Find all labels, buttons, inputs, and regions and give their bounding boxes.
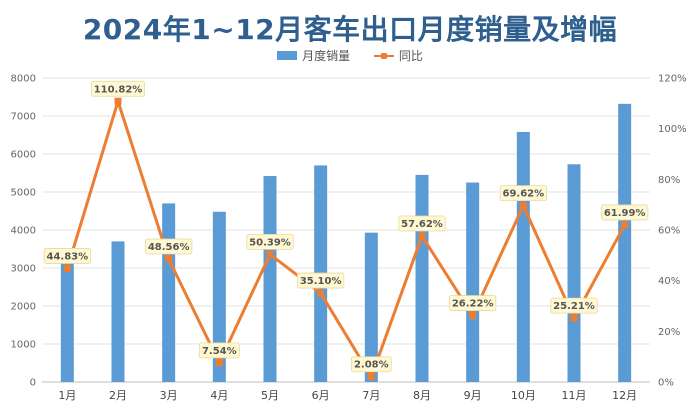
legend-line-swatch	[373, 51, 394, 60]
x-tick-label: 12月	[612, 389, 637, 402]
y-right-tick-label: 100%	[658, 124, 687, 135]
data-label: 48.56%	[148, 242, 190, 253]
bar-11月	[567, 164, 581, 382]
data-label: 50.39%	[249, 237, 291, 248]
x-tick-label: 11月	[562, 389, 587, 402]
data-label: 2.08%	[354, 360, 389, 371]
y-right-tick-label: 120%	[658, 74, 687, 85]
legend-item-line: 同比	[373, 47, 423, 64]
data-label: 69.62%	[503, 189, 545, 200]
x-tick-label: 6月	[312, 389, 330, 402]
yoy-marker	[63, 264, 71, 272]
bar-1月	[60, 262, 74, 382]
data-label: 57.62%	[401, 219, 443, 230]
data-label: 110.82%	[94, 84, 143, 95]
bar-10月	[516, 131, 530, 382]
data-label: 25.21%	[553, 301, 595, 312]
bar-3月	[162, 203, 176, 382]
x-tick-label: 1月	[58, 389, 76, 402]
data-label-box	[350, 356, 392, 373]
bar-8月	[415, 174, 429, 382]
x-tick-label: 7月	[362, 389, 380, 402]
data-label-box	[398, 215, 446, 232]
chart-title: 2024年1~12月客车出口月度销量及增幅	[82, 13, 618, 46]
yoy-marker	[367, 373, 375, 381]
y-left-tick-label: 7000	[11, 112, 36, 123]
y-left-tick-label: 8000	[11, 74, 36, 85]
data-label-box	[43, 248, 91, 264]
yoy-marker	[621, 221, 629, 229]
yoy-marker	[469, 312, 477, 320]
data-label-box	[601, 204, 649, 221]
y-left-tick-label: 4000	[11, 226, 36, 237]
bar-2月	[111, 241, 125, 382]
y-right-tick-label: 0%	[658, 378, 674, 389]
y-right-tick-label: 40%	[658, 276, 680, 287]
bar-9月	[466, 182, 480, 382]
data-label: 7.54%	[202, 346, 237, 357]
y-left-tick-label: 3000	[11, 264, 36, 275]
y-right-tick-label: 80%	[658, 175, 680, 186]
data-label-box	[145, 238, 193, 255]
data-label-box	[499, 185, 547, 202]
legend-line-label: 同比	[398, 49, 423, 63]
x-tick-label: 10月	[511, 389, 536, 402]
data-label-box	[297, 272, 345, 289]
yoy-marker	[418, 232, 426, 240]
data-label: 26.22%	[452, 299, 494, 310]
legend-bar-label: 月度销量	[302, 49, 351, 63]
y-left-tick-label: 2000	[11, 302, 36, 313]
data-label-box	[550, 297, 598, 314]
y-right-tick-label: 60%	[658, 226, 680, 237]
yoy-line	[65, 99, 626, 379]
bar-12月	[618, 103, 632, 382]
yoy-marker	[317, 289, 325, 297]
x-tick-label: 5月	[261, 389, 279, 402]
x-tick-label: 9月	[464, 389, 482, 402]
legend-bar-swatch	[277, 51, 298, 60]
y-right-tick-label: 20%	[658, 327, 680, 338]
data-label: 35.10%	[300, 276, 342, 287]
bar-7月	[364, 232, 378, 382]
bar-4月	[212, 211, 226, 382]
y-left-tick-label: 5000	[11, 188, 36, 199]
legend-item-bar: 月度销量	[277, 47, 350, 64]
chart-legend: 月度销量 同比	[0, 47, 700, 64]
data-label-box	[198, 342, 240, 359]
yoy-marker	[570, 314, 578, 322]
data-label: 61.99%	[604, 208, 646, 219]
yoy-marker	[215, 359, 223, 367]
y-left-tick-label: 0	[30, 378, 36, 389]
yoy-marker	[519, 202, 527, 210]
data-label-box	[246, 233, 294, 250]
x-tick-label: 8月	[413, 389, 431, 402]
yoy-marker	[114, 97, 122, 105]
bar-5月	[263, 176, 277, 382]
data-label-box	[91, 80, 145, 97]
x-tick-label: 4月	[210, 389, 228, 402]
y-left-tick-label: 6000	[11, 150, 36, 161]
data-label-box	[449, 295, 497, 311]
data-label: 44.83%	[47, 251, 89, 262]
yoy-marker	[165, 255, 173, 263]
x-tick-label: 3月	[160, 389, 178, 402]
y-left-tick-label: 1000	[11, 340, 36, 351]
x-tick-label: 2月	[109, 389, 127, 402]
yoy-marker	[266, 250, 274, 258]
